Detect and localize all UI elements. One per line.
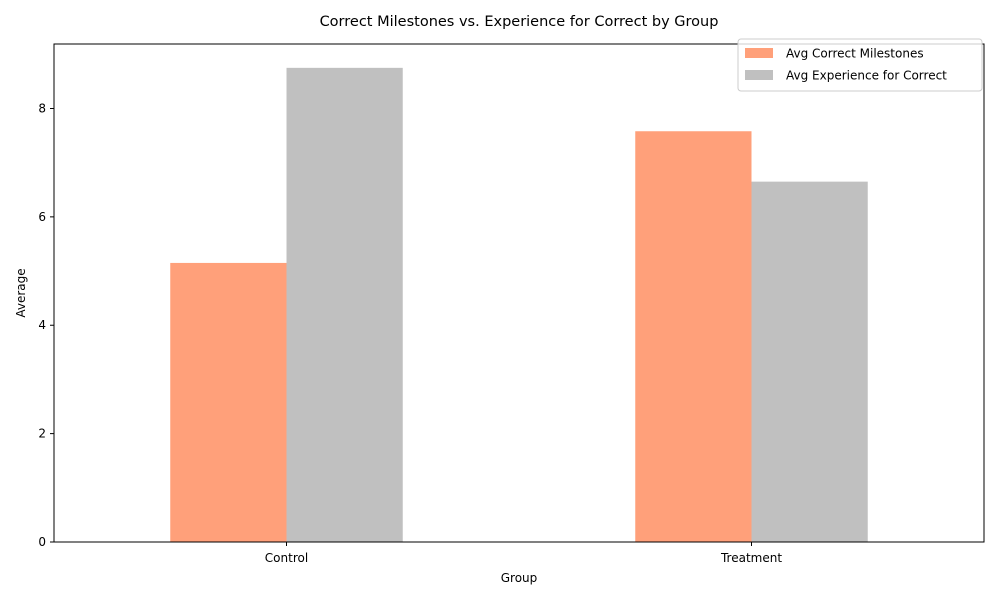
chart-title: Correct Milestones vs. Experience for Co… bbox=[320, 14, 719, 30]
x-axis-label: Group bbox=[501, 571, 538, 585]
x-tick-label-treatment: Treatment bbox=[720, 551, 782, 565]
x-axis: Control Treatment bbox=[265, 542, 782, 565]
legend-label-correct-milestones: Avg Correct Milestones bbox=[786, 47, 924, 61]
y-axis: 0 2 4 6 8 bbox=[38, 101, 54, 549]
y-tick-label: 2 bbox=[38, 427, 46, 441]
bar-control-series-1 bbox=[286, 67, 403, 542]
legend-swatch-experience-for-correct bbox=[745, 70, 773, 80]
legend-swatch-correct-milestones bbox=[745, 48, 773, 58]
plot-frame bbox=[53, 43, 985, 543]
y-tick-label: 0 bbox=[38, 535, 46, 549]
bar-control-series-0 bbox=[170, 262, 287, 542]
y-tick-label: 4 bbox=[38, 318, 46, 332]
legend-frame bbox=[737, 38, 983, 92]
legend: Avg Correct Milestones Avg Experience fo… bbox=[737, 38, 983, 92]
bar-treatment-series-1 bbox=[751, 181, 868, 542]
y-axis-label: Average bbox=[14, 268, 28, 317]
x-tick-label-control: Control bbox=[265, 551, 308, 565]
bars-layer bbox=[170, 67, 868, 543]
y-tick-label: 8 bbox=[38, 101, 46, 115]
y-tick-label: 6 bbox=[38, 210, 46, 224]
legend-label-experience-for-correct: Avg Experience for Correct bbox=[786, 69, 947, 83]
bar-treatment-series-0 bbox=[635, 131, 752, 543]
